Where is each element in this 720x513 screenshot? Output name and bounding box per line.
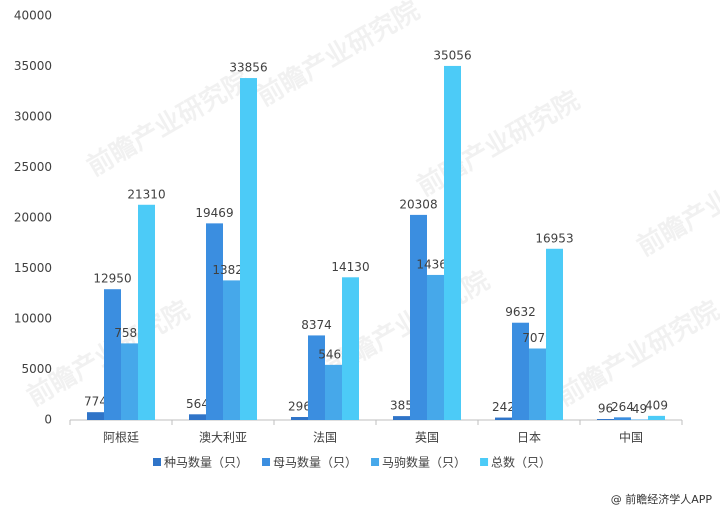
legend-label: 马驹数量（只） bbox=[382, 455, 466, 470]
bar bbox=[648, 415, 665, 420]
data-label: 9632 bbox=[505, 305, 536, 319]
data-label: 409 bbox=[645, 398, 668, 412]
x-tick-label: 日本 bbox=[517, 431, 541, 445]
data-label: 49 bbox=[632, 402, 647, 416]
y-tick-label: 5000 bbox=[21, 362, 52, 376]
bar bbox=[138, 204, 155, 420]
bar bbox=[291, 417, 308, 420]
bar bbox=[121, 343, 138, 420]
data-label: 296 bbox=[288, 400, 311, 414]
watermark: 前瞻产业研究院 bbox=[632, 145, 720, 263]
y-tick-label: 30000 bbox=[14, 110, 52, 124]
bar bbox=[427, 274, 444, 420]
bar bbox=[206, 223, 223, 420]
data-label: 14130 bbox=[331, 260, 369, 274]
x-tick-label: 英国 bbox=[415, 431, 439, 445]
data-label: 242 bbox=[492, 400, 515, 414]
data-label: 8374 bbox=[301, 318, 332, 332]
legend-swatch bbox=[371, 458, 380, 466]
data-label: 7586 bbox=[114, 326, 145, 340]
bar bbox=[240, 78, 257, 421]
data-label: 774 bbox=[84, 395, 107, 409]
bar bbox=[223, 280, 240, 420]
bar bbox=[512, 322, 529, 420]
y-tick-label: 25000 bbox=[14, 160, 52, 174]
bar bbox=[495, 417, 512, 420]
data-label: 21310 bbox=[127, 187, 165, 201]
watermark: 前瞻产业研究院 bbox=[412, 85, 585, 203]
data-label: 96 bbox=[598, 402, 613, 416]
y-tick-label: 10000 bbox=[14, 312, 52, 326]
y-tick-label: 15000 bbox=[14, 261, 52, 275]
bar bbox=[444, 65, 461, 421]
legend-swatch bbox=[153, 458, 161, 466]
bar bbox=[614, 417, 631, 420]
data-label: 564 bbox=[186, 397, 209, 411]
watermark: 前瞻产业研究院 bbox=[552, 295, 720, 413]
data-label: 385 bbox=[390, 399, 413, 413]
data-label: 19469 bbox=[195, 206, 233, 220]
legend-label: 总数（只） bbox=[491, 455, 551, 470]
data-label: 33856 bbox=[229, 61, 267, 75]
data-label: 12950 bbox=[93, 272, 131, 286]
y-tick-label: 0 bbox=[44, 413, 52, 427]
bar bbox=[546, 248, 563, 420]
legend-label: 母马数量（只） bbox=[273, 455, 357, 470]
bar bbox=[597, 419, 614, 420]
bar bbox=[342, 277, 359, 420]
bar bbox=[529, 348, 546, 420]
source: @ 前瞻经济学人APP bbox=[611, 492, 713, 506]
bar bbox=[87, 412, 104, 420]
bar bbox=[410, 214, 427, 420]
y-tick-label: 40000 bbox=[14, 9, 52, 23]
x-tick-label: 中国 bbox=[619, 430, 643, 445]
legend-label: 种马数量（只） bbox=[164, 455, 248, 470]
bar bbox=[325, 364, 342, 420]
bar bbox=[104, 289, 121, 420]
legend-swatch bbox=[262, 458, 271, 466]
y-tick-label: 20000 bbox=[14, 211, 52, 225]
data-label: 35056 bbox=[433, 48, 471, 62]
x-tick-label: 法国 bbox=[313, 431, 337, 445]
watermark: 前瞻产业研究院 bbox=[82, 65, 255, 183]
legend-swatch bbox=[480, 458, 489, 466]
data-label: 264 bbox=[611, 400, 634, 414]
data-label: 7079 bbox=[522, 331, 553, 345]
x-tick-label: 澳大利亚 bbox=[199, 431, 247, 445]
bar bbox=[308, 335, 325, 420]
bar bbox=[393, 416, 410, 420]
data-label: 20308 bbox=[399, 197, 437, 211]
watermark: 前瞻产业研究院 bbox=[252, 0, 425, 113]
y-tick-label: 35000 bbox=[14, 59, 52, 73]
x-tick-label: 阿根廷 bbox=[103, 431, 139, 445]
bar bbox=[189, 414, 206, 420]
data-label: 16953 bbox=[535, 231, 573, 245]
data-label: 5460 bbox=[318, 347, 349, 361]
